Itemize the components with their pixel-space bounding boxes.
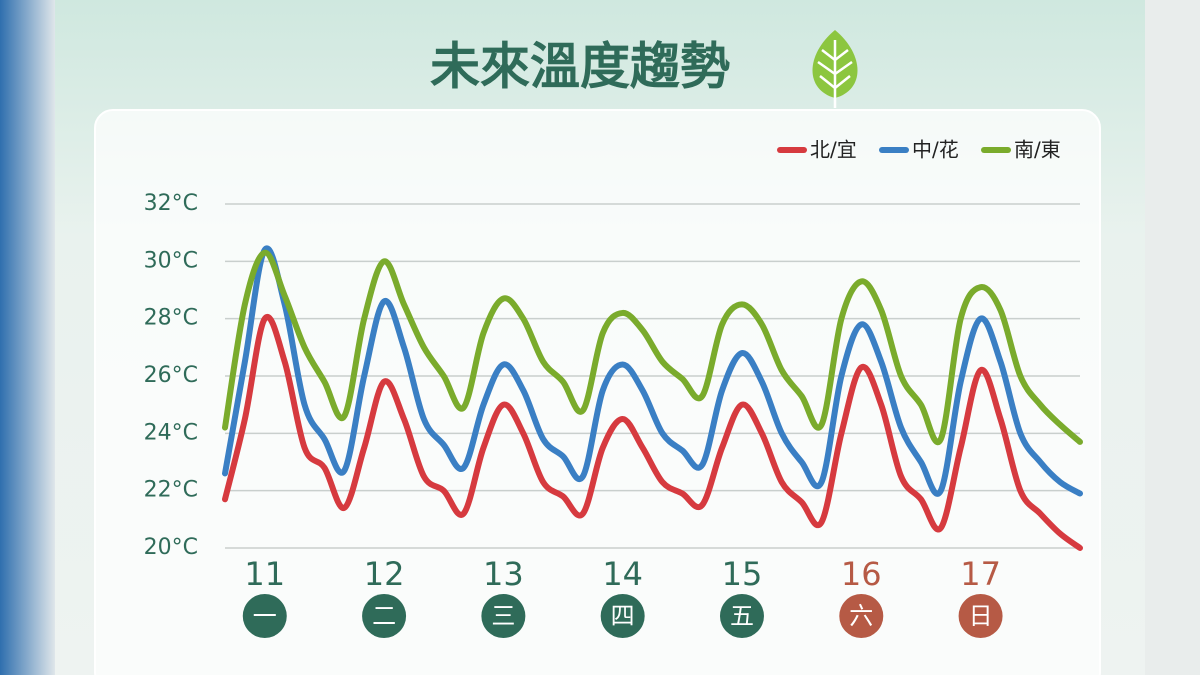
legend-label: 南/東 xyxy=(1014,138,1061,162)
weekday-label: 一 xyxy=(253,602,277,630)
y-tick-label: 20°C xyxy=(144,535,198,560)
y-tick-label: 30°C xyxy=(144,248,198,273)
series-line xyxy=(222,313,1083,551)
weekday-badge xyxy=(719,594,764,638)
x-tick-label: 16 xyxy=(841,555,882,593)
card xyxy=(94,109,1101,675)
weekday-label: 四 xyxy=(611,602,635,630)
weekday-label: 六 xyxy=(849,602,873,630)
weekday-label: 五 xyxy=(730,602,754,630)
y-tick-label: 28°C xyxy=(144,306,198,331)
series-line xyxy=(222,249,1083,446)
legend-label: 中/花 xyxy=(912,138,959,162)
side-edge xyxy=(0,0,55,675)
y-tick-label: 22°C xyxy=(144,478,198,503)
x-tick-label: 15 xyxy=(722,555,763,593)
weekday-badge xyxy=(958,594,1003,638)
weekday-label: 日 xyxy=(969,602,993,630)
weekday-badge xyxy=(242,594,287,638)
y-tick-label: 26°C xyxy=(144,363,198,388)
x-tick-label: 12 xyxy=(364,555,405,593)
leaf-icon xyxy=(812,30,858,108)
x-tick-label: 13 xyxy=(483,555,524,593)
weekday-badge xyxy=(481,594,526,638)
x-tick-label: 11 xyxy=(244,555,285,593)
x-tick-label: 14 xyxy=(602,555,643,593)
x-tick-label: 17 xyxy=(960,555,1001,593)
chart-title: 未來溫度趨勢 xyxy=(430,38,730,96)
series-line xyxy=(222,245,1083,497)
y-tick-label: 24°C xyxy=(144,420,198,445)
weekday-label: 三 xyxy=(491,602,515,630)
weekday-badge xyxy=(839,594,884,638)
weekday-badge xyxy=(600,594,645,638)
weekday-label: 二 xyxy=(372,602,396,630)
y-tick-label: 32°C xyxy=(144,191,198,216)
weekday-badge xyxy=(362,594,407,638)
legend-label: 北/宜 xyxy=(810,138,857,162)
